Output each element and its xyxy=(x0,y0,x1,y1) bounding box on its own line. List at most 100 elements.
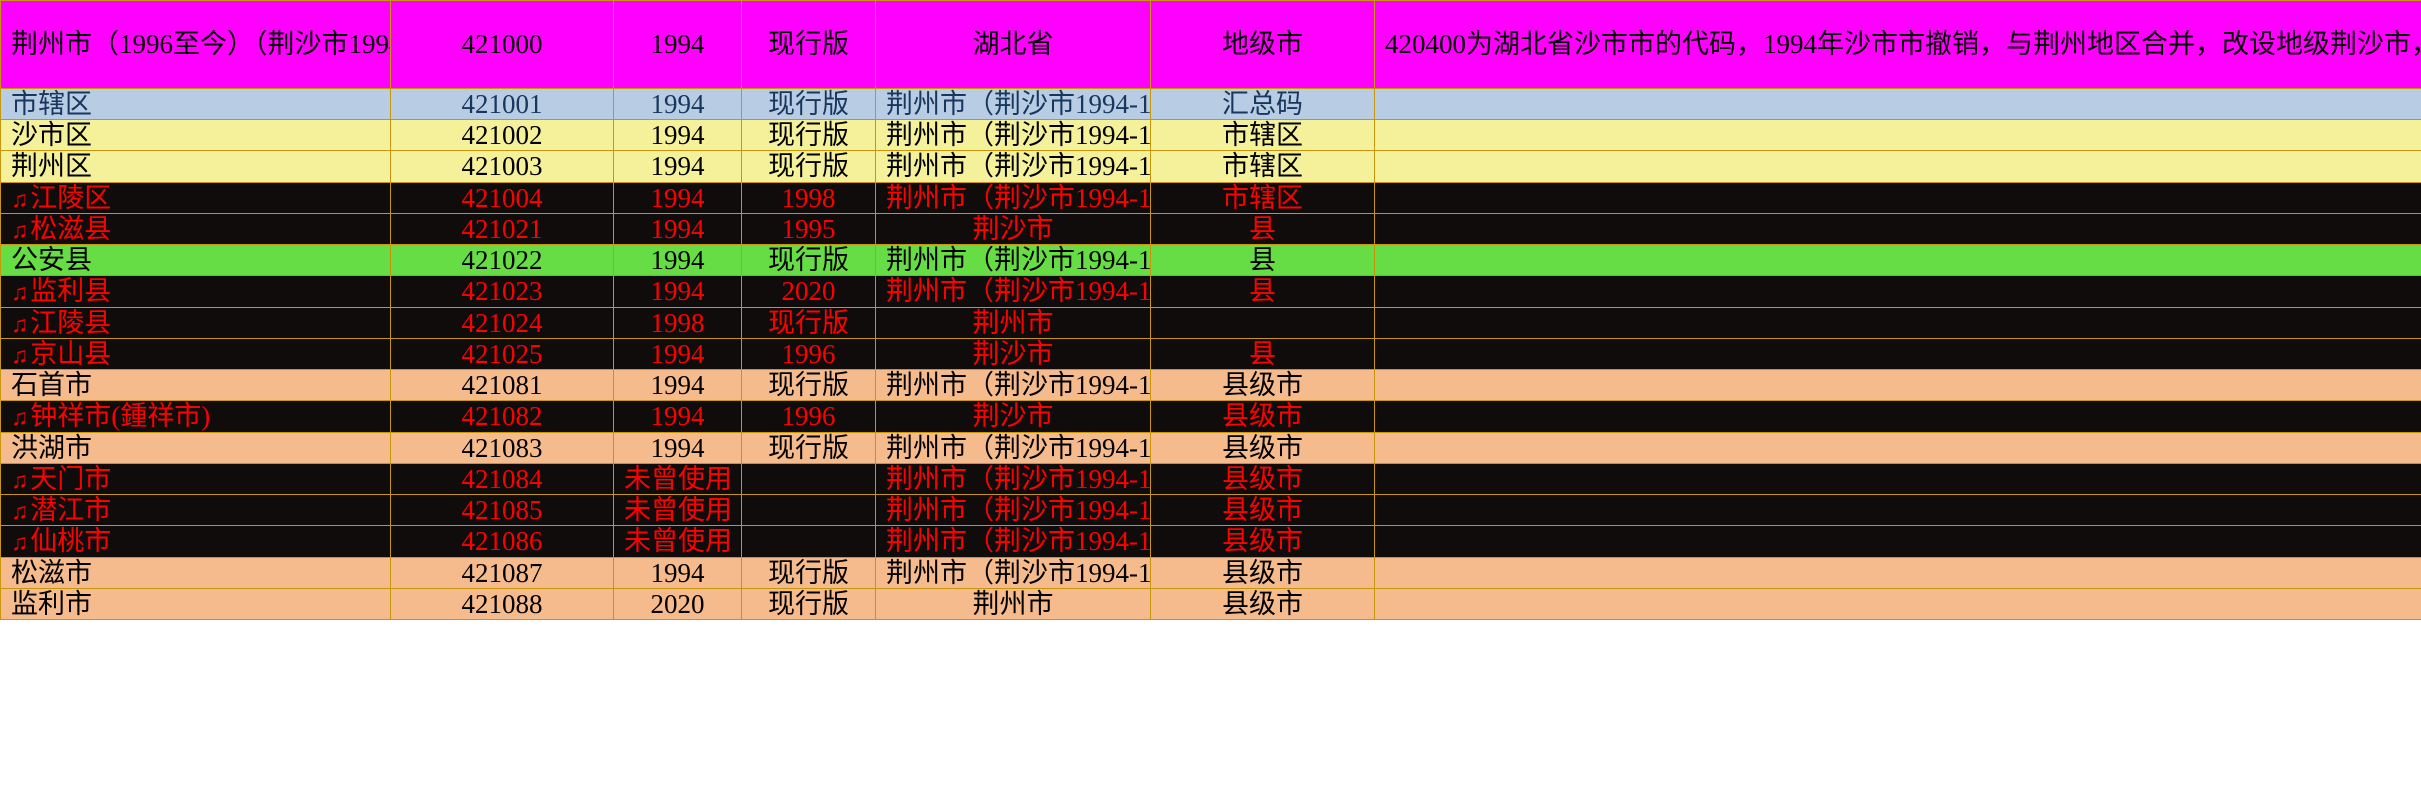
cell-end-year[interactable]: 现行版 xyxy=(741,150,876,183)
cell-code[interactable]: 421083 xyxy=(390,431,614,464)
cell-level[interactable]: 县级市 xyxy=(1150,400,1375,433)
cell-start-year[interactable]: 未曾使用 xyxy=(613,525,742,558)
cell-start-year[interactable]: 1994 xyxy=(613,181,742,214)
cell-code[interactable]: 421022 xyxy=(390,244,614,277)
cell-end-year[interactable]: 现行版 xyxy=(741,0,876,89)
cell-end-year[interactable]: 现行版 xyxy=(741,87,876,121)
cell-end-year[interactable] xyxy=(741,462,876,496)
cell-parent-division[interactable]: 荆州市（荆沙市1994-1996） xyxy=(875,462,1151,496)
cell-start-year[interactable]: 1994 xyxy=(613,0,742,89)
cell-note[interactable] xyxy=(1374,87,2421,121)
cell-start-year[interactable]: 1994 xyxy=(613,275,742,308)
cell-note[interactable] xyxy=(1374,306,2421,339)
cell-code[interactable]: 421003 xyxy=(390,150,614,183)
cell-note[interactable] xyxy=(1374,275,2421,308)
cell-level[interactable]: 县级市 xyxy=(1150,587,1375,620)
cell-name[interactable]: 沙市区 xyxy=(0,119,391,152)
cell-note[interactable] xyxy=(1374,119,2421,152)
cell-parent-division[interactable]: 荆州市（荆沙市1994-1996） xyxy=(875,244,1151,277)
cell-code[interactable]: 421021 xyxy=(390,212,614,246)
cell-level[interactable]: 县级市 xyxy=(1150,556,1375,589)
cell-end-year[interactable]: 2020 xyxy=(741,275,876,308)
cell-end-year[interactable] xyxy=(741,525,876,558)
cell-name[interactable]: 公安县 xyxy=(0,244,391,277)
table-row[interactable]: 荆州市（1996至今）（荆沙市1994-1996）4210001994现行版湖北… xyxy=(0,0,2421,89)
cell-note[interactable] xyxy=(1374,587,2421,620)
cell-code[interactable]: 421087 xyxy=(390,556,614,589)
cell-code[interactable]: 421086 xyxy=(390,525,614,558)
cell-name[interactable]: ♫江陵区 xyxy=(0,181,391,214)
cell-level[interactable]: 县级市 xyxy=(1150,431,1375,464)
cell-start-year[interactable]: 2020 xyxy=(613,587,742,620)
cell-note[interactable] xyxy=(1374,369,2421,402)
cell-code[interactable]: 421082 xyxy=(390,400,614,433)
cell-name[interactable]: 石首市 xyxy=(0,369,391,402)
cell-level[interactable]: 县 xyxy=(1150,337,1375,371)
cell-note[interactable] xyxy=(1374,244,2421,277)
cell-start-year[interactable]: 1994 xyxy=(613,369,742,402)
cell-end-year[interactable]: 现行版 xyxy=(741,306,876,339)
cell-parent-division[interactable]: 荆州市（荆沙市1994-1996） xyxy=(875,431,1151,464)
cell-note[interactable]: 420400为湖北省沙市市的代码，1994年沙市市撤销，与荆州地区合并，改设地级… xyxy=(1374,0,2421,89)
cell-note[interactable] xyxy=(1374,494,2421,527)
cell-name[interactable]: 荆州市（1996至今）（荆沙市1994-1996） xyxy=(0,0,391,89)
cell-start-year[interactable]: 未曾使用 xyxy=(613,462,742,496)
cell-code[interactable]: 421085 xyxy=(390,494,614,527)
cell-code[interactable]: 421088 xyxy=(390,587,614,620)
cell-parent-division[interactable]: 荆州市（荆沙市1994-1996） xyxy=(875,494,1151,527)
cell-note[interactable] xyxy=(1374,431,2421,464)
cell-end-year[interactable]: 1998 xyxy=(741,181,876,214)
cell-level[interactable]: 汇总码 xyxy=(1150,87,1375,121)
cell-code[interactable]: 421081 xyxy=(390,369,614,402)
cell-start-year[interactable]: 未曾使用 xyxy=(613,494,742,527)
cell-level[interactable]: 地级市 xyxy=(1150,0,1375,89)
cell-start-year[interactable]: 1994 xyxy=(613,556,742,589)
cell-name[interactable]: ♫监利县 xyxy=(0,275,391,308)
cell-name[interactable]: ♫松滋县 xyxy=(0,212,391,246)
cell-note[interactable] xyxy=(1374,525,2421,558)
cell-name[interactable]: 荆州区 xyxy=(0,150,391,183)
cell-name[interactable]: ♫江陵县 xyxy=(0,306,391,339)
cell-level[interactable]: 县 xyxy=(1150,275,1375,308)
cell-name[interactable]: 市辖区 xyxy=(0,87,391,121)
cell-end-year[interactable]: 现行版 xyxy=(741,556,876,589)
cell-start-year[interactable]: 1994 xyxy=(613,244,742,277)
cell-parent-division[interactable]: 荆沙市 xyxy=(875,400,1151,433)
cell-note[interactable] xyxy=(1374,150,2421,183)
cell-start-year[interactable]: 1994 xyxy=(613,119,742,152)
cell-code[interactable]: 421002 xyxy=(390,119,614,152)
cell-end-year[interactable]: 现行版 xyxy=(741,431,876,464)
table-row[interactable]: ♫京山县 421025 1994 1996 荆沙市县 xyxy=(0,337,2421,371)
cell-start-year[interactable]: 1994 xyxy=(613,150,742,183)
cell-parent-division[interactable]: 湖北省 xyxy=(875,0,1151,89)
table-row[interactable]: ♫江陵县 421024 1998 现行版 荆州市 xyxy=(0,306,2421,339)
cell-name[interactable]: 监利市 xyxy=(0,587,391,620)
cell-parent-division[interactable]: 荆州市（荆沙市1994-1996） xyxy=(875,275,1151,308)
cell-level[interactable]: 县级市 xyxy=(1150,494,1375,527)
cell-level[interactable]: 县级市 xyxy=(1150,462,1375,496)
cell-parent-division[interactable]: 荆州市 xyxy=(875,587,1151,620)
cell-note[interactable] xyxy=(1374,462,2421,496)
cell-end-year[interactable]: 现行版 xyxy=(741,119,876,152)
cell-note[interactable] xyxy=(1374,212,2421,246)
cell-name[interactable]: ♫潜江市 xyxy=(0,494,391,527)
cell-code[interactable]: 421004 xyxy=(390,181,614,214)
cell-code[interactable]: 421025 xyxy=(390,337,614,371)
cell-parent-division[interactable]: 荆州市（荆沙市1994-1996） xyxy=(875,369,1151,402)
cell-parent-division[interactable]: 荆州市（荆沙市1994-1996） xyxy=(875,556,1151,589)
cell-level[interactable]: 县级市 xyxy=(1150,525,1375,558)
cell-start-year[interactable]: 1994 xyxy=(613,337,742,371)
cell-parent-division[interactable]: 荆州市（荆沙市1994-1996） xyxy=(875,87,1151,121)
cell-name[interactable]: ♫仙桃市 xyxy=(0,525,391,558)
cell-end-year[interactable]: 1996 xyxy=(741,400,876,433)
cell-code[interactable]: 421023 xyxy=(390,275,614,308)
cell-parent-division[interactable]: 荆州市（荆沙市1994-1996） xyxy=(875,525,1151,558)
